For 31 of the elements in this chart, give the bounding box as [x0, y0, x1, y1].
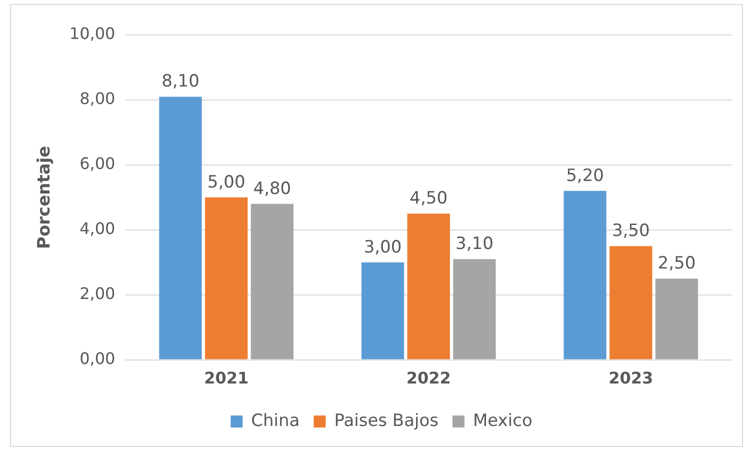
y-tick-label: 10,00 — [69, 24, 116, 44]
data-label: 5,00 — [207, 172, 246, 192]
legend-label: China — [251, 410, 300, 431]
bar — [205, 197, 248, 360]
data-label: 4,50 — [410, 188, 448, 209]
data-label: 2,50 — [658, 254, 696, 274]
data-label: 8,10 — [162, 72, 200, 92]
legend-label: Mexico — [472, 410, 532, 431]
y-axis-title: Porcentaje — [34, 146, 55, 249]
bar — [250, 204, 294, 360]
y-tick-label: 2,00 — [80, 284, 116, 303]
bar — [159, 96, 202, 360]
bar — [610, 246, 652, 360]
bar — [564, 190, 606, 360]
y-tick-label: 4,00 — [80, 219, 116, 238]
bar — [361, 262, 404, 360]
y-tick-label: 6,00 — [80, 154, 116, 174]
y-tick-label: 0,00 — [80, 348, 116, 368]
data-label: 3,00 — [364, 237, 402, 258]
bar — [655, 278, 698, 360]
x-tick-label: 2022 — [406, 368, 451, 388]
bar — [453, 259, 496, 360]
x-tick-label: 2021 — [204, 368, 249, 388]
legend-label: Paises Bajos — [334, 410, 439, 431]
data-label: 4,80 — [253, 178, 292, 199]
x-tick-label: 2023 — [608, 368, 654, 388]
bar — [407, 214, 450, 360]
data-label: 3,50 — [612, 221, 650, 242]
y-tick-label: 8,00 — [80, 89, 116, 108]
data-label: 3,10 — [456, 234, 494, 254]
data-label: 5,20 — [566, 166, 604, 186]
